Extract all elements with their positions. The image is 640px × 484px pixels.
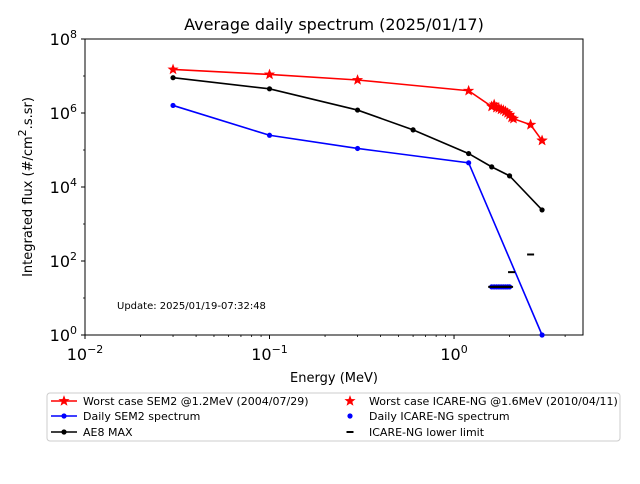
y-tick-label: 102: [50, 250, 77, 271]
x-tick-label: 10−2: [67, 343, 104, 364]
series-2-point: [410, 127, 416, 133]
series-1-point: [354, 145, 361, 152]
legend-entry: Daily SEM2 spectrum: [51, 410, 200, 423]
plot-frame: [84, 38, 584, 336]
y-axis-label-prefix: Integrated flux (#/cm: [21, 136, 36, 277]
legend-entry: Worst case SEM2 @1.2MeV (2004/07/29): [51, 395, 308, 408]
y-tick-label: 100: [50, 324, 77, 345]
series-2-line: [172, 76, 543, 211]
y-tick-label: 104: [50, 176, 77, 197]
x-axis-label: Energy (MeV): [290, 371, 378, 386]
y-tick-label-exponent: 4: [70, 176, 77, 189]
y-tick-label-base: 10: [50, 104, 70, 123]
series-2-point: [539, 207, 545, 213]
y-axis-label-superscript: 2: [16, 129, 29, 136]
y-tick-label-base: 10: [50, 30, 70, 49]
x-tick-label-base: 10: [67, 345, 87, 364]
series-0-point: [463, 84, 475, 96]
y-tick-label-exponent: 0: [70, 324, 77, 337]
legend: Worst case SEM2 @1.2MeV (2004/07/29) Dail…: [46, 392, 621, 442]
legend-box: [46, 392, 621, 442]
chart-title: Average daily spectrum (2025/01/17): [184, 15, 484, 34]
x-tick-label-exponent: −1: [272, 343, 288, 356]
x-tick-label-base: 10: [440, 345, 460, 364]
legend-marker: [61, 429, 67, 435]
legend-label: Daily ICARE-NG spectrum: [369, 410, 510, 423]
series-2-point: [506, 173, 513, 179]
series-0-point: [263, 68, 276, 80]
y-tick-label-exponent: 6: [70, 102, 77, 115]
legend-label: ICARE-NG lower limit: [369, 426, 485, 439]
y-tick-label-base: 10: [50, 326, 70, 345]
y-tick-label: 108: [50, 28, 77, 49]
y-tick-label-exponent: 2: [70, 250, 77, 263]
legend-marker: [344, 395, 356, 406]
series-3-point: [525, 118, 537, 130]
x-tick-label: 100: [440, 343, 467, 364]
legend-entry: AE8 MAX: [51, 426, 133, 439]
legend-label: Worst case ICARE-NG @1.6MeV (2010/04/11): [369, 395, 618, 408]
legend-entry: Daily ICARE-NG spectrum: [347, 410, 510, 423]
legend-entry: Worst case ICARE-NG @1.6MeV (2010/04/11): [344, 395, 618, 408]
x-tick-label-exponent: −2: [87, 343, 103, 356]
x-tick-label-exponent: 0: [461, 343, 468, 356]
series-1-point: [170, 102, 176, 109]
series-1-point: [466, 160, 472, 166]
series-1-point: [266, 132, 273, 138]
series-2-point: [266, 86, 273, 92]
legend-label: Worst case SEM2 @1.2MeV (2004/07/29): [83, 395, 308, 408]
series-1-point: [539, 332, 545, 338]
legend-label: AE8 MAX: [83, 426, 133, 439]
legend-marker: [347, 413, 353, 419]
y-tick-label: 106: [50, 102, 77, 123]
legend-marker: [61, 413, 67, 419]
legend-marker: [58, 395, 70, 406]
x-tick-label: 10−1: [251, 343, 288, 364]
y-tick-label-base: 10: [50, 252, 70, 271]
series-2-point: [354, 107, 361, 113]
y-tick-label-base: 10: [50, 178, 70, 197]
legend-entry: ICARE-NG lower limit: [346, 426, 485, 439]
series-0-point: [351, 74, 364, 85]
y-axis-label-suffix: .s.sr): [21, 97, 36, 129]
y-tick-label-exponent: 8: [70, 28, 77, 41]
series-2-point: [170, 75, 176, 81]
series-0-point: [167, 63, 179, 75]
y-axis-label: Integrated flux (#/cm2.s.sr): [16, 97, 36, 277]
x-tick-label-base: 10: [251, 345, 271, 364]
series-2-point: [489, 164, 495, 170]
series-3-point: [505, 111, 518, 123]
update-annotation: Update: 2025/01/19-07:32:48: [117, 301, 266, 312]
series-2-point: [466, 150, 472, 157]
series-3-point: [536, 134, 548, 146]
legend-label: Daily SEM2 spectrum: [83, 410, 200, 423]
